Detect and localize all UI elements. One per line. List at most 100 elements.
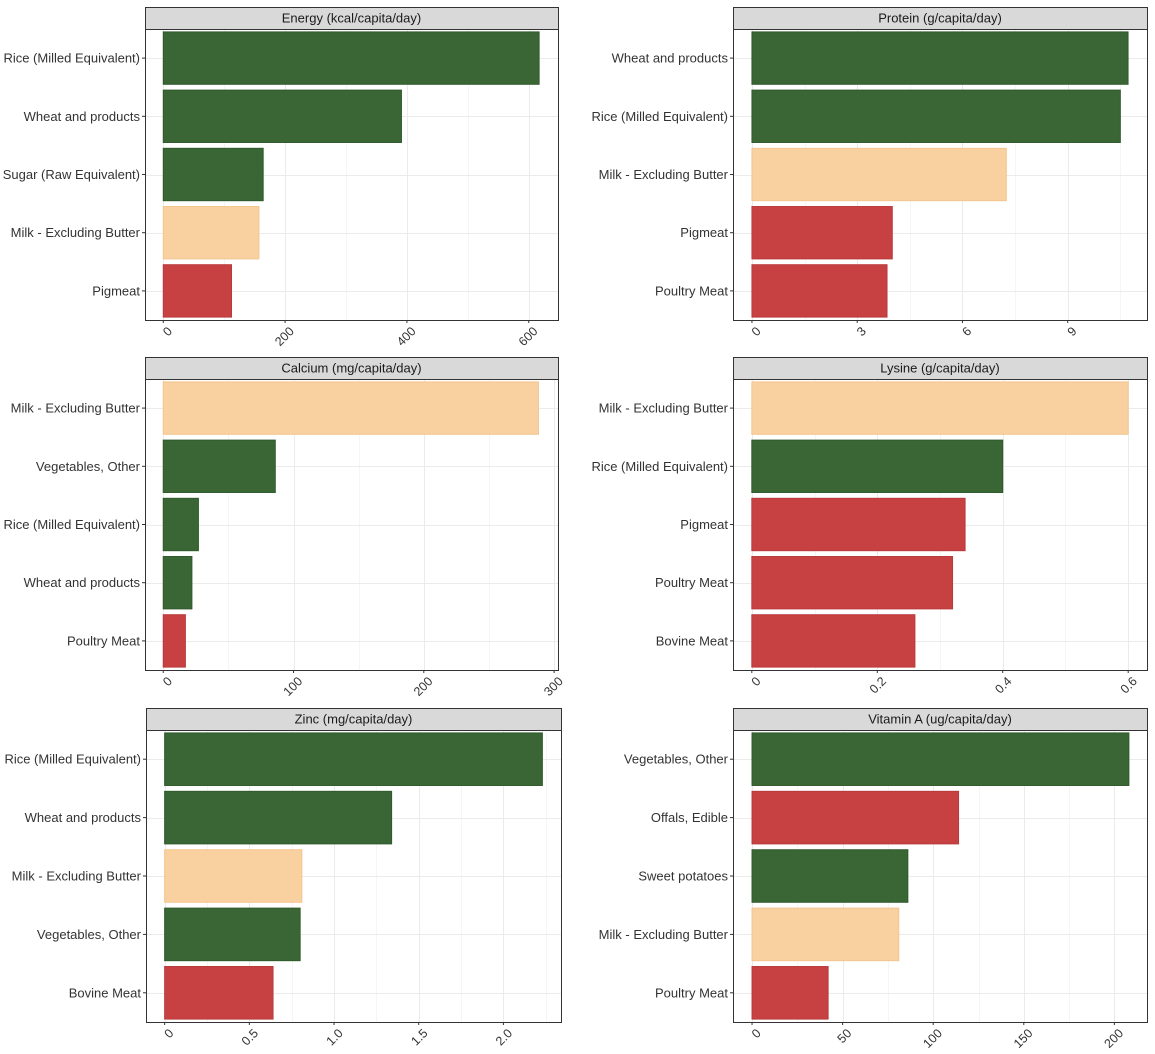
category-label: Milk - Excluding Butter: [599, 401, 729, 416]
category-label: Rice (Milled Equivalent): [3, 51, 140, 66]
x-tick-label: 200: [1102, 1026, 1127, 1051]
bar-wheat-and-products: [162, 556, 193, 610]
category-label: Rice (Milled Equivalent): [591, 109, 728, 124]
bar-pigmeat: [162, 264, 232, 318]
category-label: Rice (Milled Equivalent): [4, 752, 141, 767]
x-tick-label: 1.0: [324, 1026, 346, 1048]
category-label: Poultry Meat: [655, 575, 728, 590]
bar-rice-milled-equivalent: [751, 89, 1121, 143]
bar-milk-excluding-butter: [751, 381, 1129, 435]
bar-pigmeat: [751, 206, 893, 260]
vitamin-a-ug-capita-day-chart: Vitamin A (ug/capita/day) Vegetables, Oth…: [599, 708, 1148, 1051]
plot-frame: [733, 29, 1148, 321]
category-label: Rice (Milled Equivalent): [3, 517, 140, 532]
calcium-mg-capita-day-chart: Calcium (mg/capita/day) Milk - Excluding …: [3, 357, 566, 699]
x-tick-label: 400: [394, 324, 419, 349]
x-tick-label: 150: [1011, 1026, 1036, 1051]
category-label: Pigmeat: [92, 283, 140, 298]
plot-frame: [733, 730, 1148, 1023]
x-tick-label: 0.5: [239, 1026, 261, 1048]
x-tick-label: 100: [281, 674, 306, 699]
category-label: Wheat and products: [24, 109, 141, 124]
calcium-panel: Calcium (mg/capita/day) Milk - Excluding …: [0, 357, 575, 702]
lysine-panel: Lysine (g/capita/day) Milk - Excluding Bu…: [578, 357, 1155, 702]
x-tick-label: 9: [1065, 324, 1080, 339]
bar-offals-edible: [751, 790, 960, 845]
bar-rice-milled-equivalent: [164, 732, 543, 786]
x-tick-label: 100: [920, 1026, 945, 1051]
category-label: Milk - Excluding Butter: [11, 401, 141, 416]
bar-rice-milled-equivalent: [162, 497, 199, 552]
category-label: Sweet potatoes: [638, 869, 728, 884]
bar-milk-excluding-butter: [751, 907, 900, 962]
x-tick-label: 200: [411, 674, 436, 699]
bar-vegetables-other: [751, 732, 1130, 786]
category-label: Offals, Edible: [651, 810, 728, 825]
energy-kcal-capita-day-chart: Energy (kcal/capita/day) Rice (Milled Equ…: [3, 7, 559, 349]
category-label: Wheat and products: [612, 51, 729, 66]
protein-panel: Protein (g/capita/day) Wheat and products…: [578, 7, 1155, 352]
category-label: Bovine Meat: [69, 985, 142, 1000]
plot-frame: [145, 379, 559, 671]
zinc-mg-capita-day-chart: Zinc (mg/capita/day) Rice (Milled Equival…: [4, 708, 562, 1048]
zinc-panel: Zinc (mg/capita/day) Rice (Milled Equival…: [0, 708, 575, 1054]
x-tick-label: 6: [959, 324, 974, 339]
category-label: Vegetables, Other: [36, 459, 141, 474]
x-tick-label: 1.5: [408, 1026, 430, 1048]
facet-title: Lysine (g/capita/day): [880, 361, 999, 376]
x-tick-label: 300: [541, 674, 566, 699]
x-tick-label: 0.4: [992, 674, 1014, 696]
facet-title: Energy (kcal/capita/day): [282, 11, 421, 26]
category-label: Milk - Excluding Butter: [599, 167, 729, 182]
category-label: Poultry Meat: [67, 633, 140, 648]
bar-poultry-meat: [751, 556, 954, 610]
plot-frame: [733, 379, 1148, 671]
bar-vegetables-other: [162, 439, 276, 493]
category-label: Milk - Excluding Butter: [599, 927, 729, 942]
bar-sweet-potatoes: [751, 849, 909, 903]
category-label: Vegetables, Other: [37, 927, 142, 942]
category-label: Pigmeat: [680, 225, 728, 240]
plot-frame: [146, 730, 562, 1023]
facet-title: Zinc (mg/capita/day): [295, 712, 413, 727]
lysine-g-capita-day-chart: Lysine (g/capita/day) Milk - Excluding Bu…: [591, 357, 1148, 696]
x-tick-label: 200: [272, 324, 297, 349]
category-label: Bovine Meat: [656, 633, 729, 648]
x-tick-label: 2.0: [493, 1026, 515, 1048]
x-tick-label: 0: [160, 674, 175, 689]
bar-poultry-meat: [751, 966, 829, 1020]
x-tick-label: 0.2: [867, 674, 889, 696]
protein-g-capita-day-chart: Protein (g/capita/day) Wheat and products…: [591, 7, 1148, 339]
bar-milk-excluding-butter: [164, 849, 303, 903]
bar-vegetables-other: [164, 907, 301, 962]
bar-rice-milled-equivalent: [751, 439, 1004, 493]
energy-panel: Energy (kcal/capita/day) Rice (Milled Equ…: [0, 7, 575, 352]
x-tick-label: 0.6: [1118, 674, 1140, 696]
facet-title: Calcium (mg/capita/day): [281, 361, 421, 376]
category-label: Vegetables, Other: [624, 752, 729, 767]
category-label: Milk - Excluding Butter: [12, 869, 142, 884]
x-tick-label: 3: [854, 324, 869, 339]
bar-milk-excluding-butter: [162, 206, 260, 260]
bar-bovine-meat: [164, 966, 274, 1020]
category-label: Wheat and products: [24, 575, 141, 590]
bar-poultry-meat: [162, 614, 186, 668]
x-tick-label: 0: [749, 324, 764, 339]
x-tick-label: 0: [160, 324, 175, 339]
category-label: Wheat and products: [25, 810, 142, 825]
x-tick-label: 600: [516, 324, 541, 349]
facet-title: Vitamin A (ug/capita/day): [868, 712, 1012, 727]
category-label: Poultry Meat: [655, 985, 728, 1000]
bar-wheat-and-products: [751, 31, 1129, 85]
x-tick-label: 50: [835, 1026, 855, 1046]
bar-poultry-meat: [751, 264, 888, 318]
category-label: Rice (Milled Equivalent): [591, 459, 728, 474]
x-tick-label: 0: [749, 674, 764, 689]
vitamin-a-panel: Vitamin A (ug/capita/day) Vegetables, Oth…: [578, 708, 1155, 1054]
bar-pigmeat: [751, 497, 966, 552]
bar-wheat-and-products: [162, 89, 402, 143]
facet-title: Protein (g/capita/day): [878, 11, 1002, 26]
x-tick-label: 0: [162, 1026, 177, 1041]
bar-rice-milled-equivalent: [162, 31, 540, 85]
x-tick-label: 0: [749, 1026, 764, 1041]
